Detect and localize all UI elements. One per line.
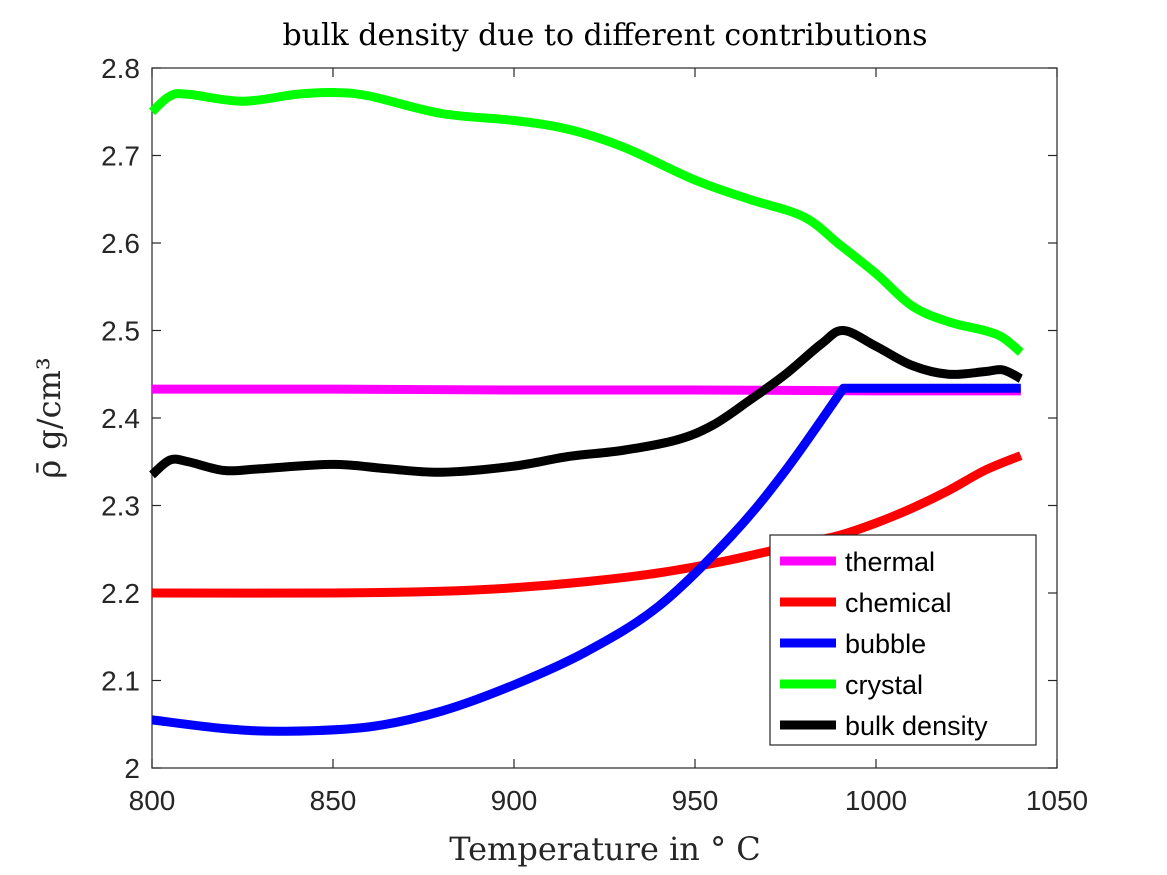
x-tick-label: 950 (672, 785, 719, 816)
legend: thermal chemical bubble crystal bulk density (769, 534, 1037, 746)
y-tick-label: 2.3 (101, 491, 140, 522)
legend-label: bulk density (845, 711, 988, 741)
x-tick-label: 1000 (845, 785, 907, 816)
y-tick-label: 2.1 (101, 666, 140, 697)
legend-label: crystal (845, 670, 923, 700)
chart-title: bulk density due to different contributi… (282, 18, 927, 53)
y-tick-label: 2.5 (101, 316, 140, 347)
series-line-bubble (151, 383, 1021, 736)
x-tick-label: 900 (491, 785, 538, 816)
legend-label: chemical (845, 588, 952, 618)
y-tick-label: 2.7 (101, 141, 140, 172)
x-tick-label: 1050 (1026, 785, 1088, 816)
x-tick-label: 800 (129, 785, 176, 816)
y-tick-label: 2 (124, 753, 140, 784)
series-line-crystal (148, 87, 1024, 356)
legend-label: thermal (845, 547, 935, 577)
y-tick-label: 2.4 (101, 403, 140, 434)
y-tick-label: 2.2 (101, 578, 140, 609)
legend-label: bubble (845, 629, 926, 659)
series-line-bulk-density (148, 326, 1023, 479)
series-line-chemical (151, 451, 1023, 598)
x-axis-label: Temperature in ° C (449, 830, 760, 868)
series-layer (148, 87, 1024, 736)
x-tick-label: 850 (310, 785, 357, 816)
ticks: 800 850 900 950 1000 1050 2 2.1 2.2 2.3 2.4 2.5 2.6 2… (101, 53, 1088, 816)
y-tick-label: 2.6 (101, 228, 140, 259)
y-tick-label: 2.8 (101, 53, 140, 84)
y-axis-label: ρ̄ g/cm³ (30, 357, 68, 478)
